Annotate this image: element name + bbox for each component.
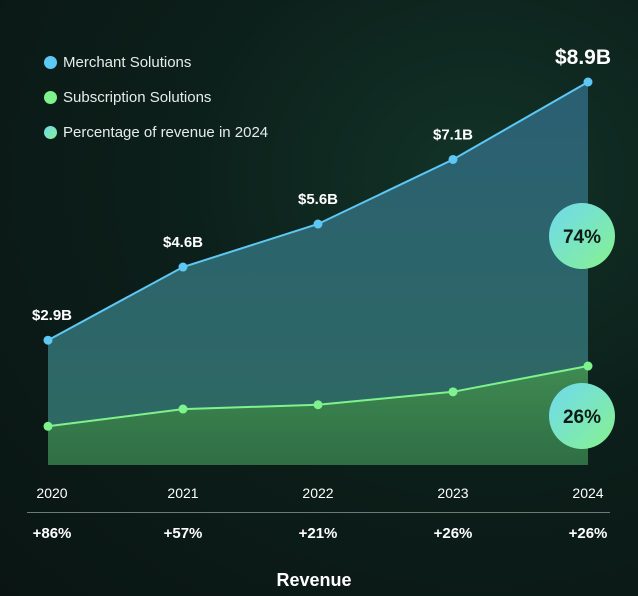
growth-label: +57% (163, 525, 203, 542)
subscription-point (43, 421, 53, 431)
subscription-point (313, 400, 323, 410)
growth-label: +21% (298, 525, 338, 542)
subscription-point (448, 387, 458, 397)
legend-label: Subscription Solutions (63, 88, 212, 106)
subscription-area (48, 366, 588, 465)
merchant-point (583, 77, 593, 87)
legend-dot-icon (44, 125, 57, 139)
x-tick-label: 2021 (167, 485, 198, 501)
share-badge-label: 26% (563, 407, 601, 428)
x-tick-label: 2022 (302, 485, 333, 501)
share-badge: 74% (549, 203, 615, 269)
axis-divider (27, 512, 610, 513)
merchant-point (448, 154, 458, 164)
x-tick-label: 2023 (437, 485, 468, 501)
footer-title-text: Revenue (276, 570, 352, 590)
value-label: $5.6B (298, 191, 338, 208)
legend-item-percentage: Percentage of revenue in 2024 (44, 122, 268, 142)
growth-label: +86% (32, 525, 72, 542)
legend: Merchant Solutions Subscription Solution… (44, 52, 268, 142)
share-badge-circle (549, 383, 615, 449)
legend-label: Percentage of revenue in 2024 (63, 123, 269, 141)
x-tick-label: 2020 (36, 485, 67, 501)
growth-label: +26% (568, 525, 608, 542)
merchant-point (43, 335, 53, 345)
subscription-point (583, 361, 593, 371)
legend-dot-icon (44, 90, 57, 104)
legend-item-merchant: Merchant Solutions (44, 52, 268, 72)
x-tick-label: 2024 (572, 485, 603, 501)
value-label: $8.9B (555, 46, 611, 69)
value-label: $7.1B (433, 126, 473, 143)
chart-footer-title: Revenue (0, 570, 636, 591)
merchant-area (48, 82, 588, 465)
share-badge-circle (549, 203, 615, 269)
share-badge-label: 74% (563, 227, 601, 248)
value-label: $2.9B (32, 307, 72, 324)
growth-label: +26% (433, 525, 473, 542)
share-badge: 26% (549, 383, 615, 449)
merchant-point (313, 219, 323, 229)
growth-row: +86% +57% +21% +26% +26% (0, 525, 638, 545)
legend-dot-icon (44, 55, 57, 69)
merchant-point (178, 262, 188, 272)
legend-item-subscription: Subscription Solutions (44, 87, 268, 107)
subscription-point (178, 404, 188, 414)
legend-label: Merchant Solutions (63, 53, 192, 71)
value-label: $4.6B (163, 234, 203, 251)
